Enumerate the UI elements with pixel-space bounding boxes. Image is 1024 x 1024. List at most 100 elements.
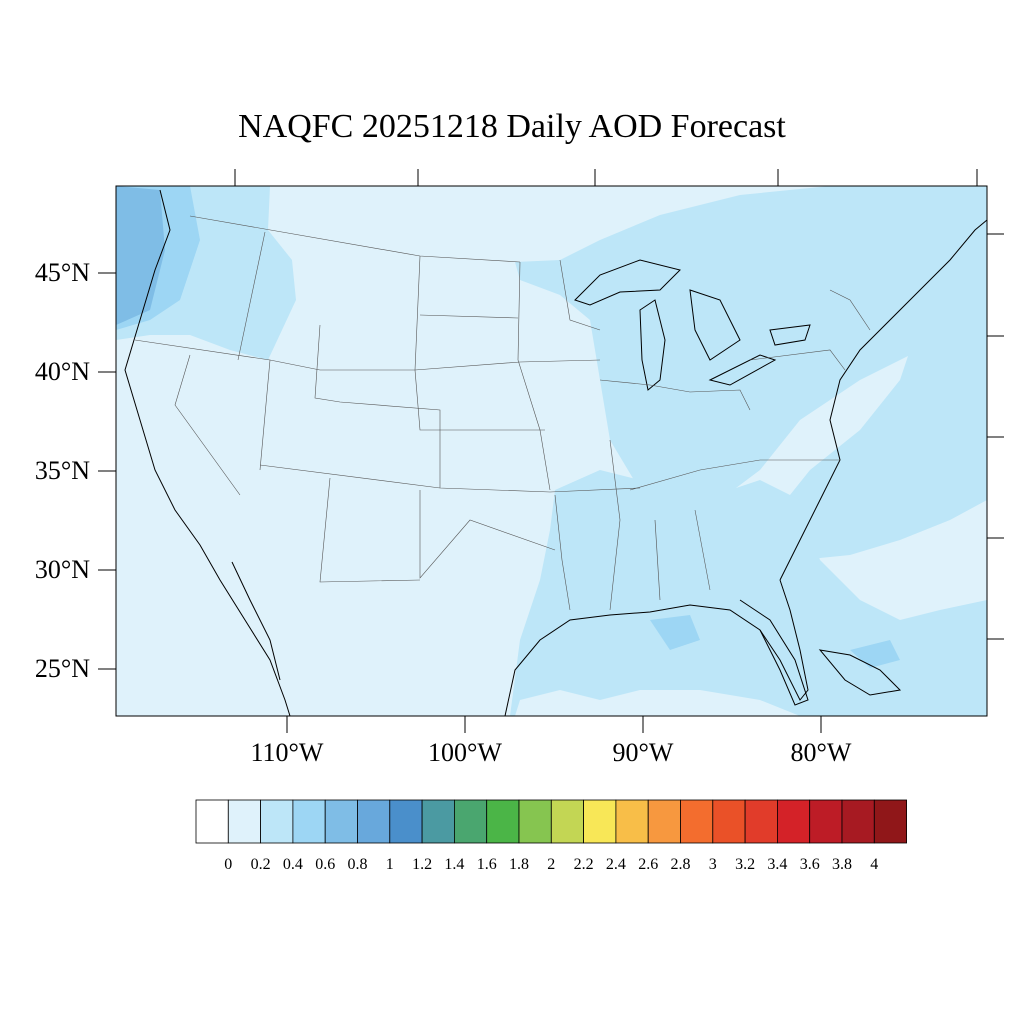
colorbar-label: 0.4 bbox=[282, 856, 303, 873]
aod-region-coast-darkest bbox=[116, 186, 165, 325]
colorbar-swatch bbox=[260, 799, 294, 844]
left-ticks bbox=[98, 272, 116, 670]
colorbar-label: 2.4 bbox=[605, 856, 626, 873]
gulf-coast bbox=[504, 579, 809, 717]
colorbar-swatch bbox=[292, 799, 326, 844]
colorbar-label: 1.8 bbox=[509, 856, 529, 873]
border-row-40 bbox=[599, 379, 751, 411]
title-area: NAQFC 20251218 Daily AOD Forecast bbox=[0, 0, 1024, 180]
colorbar-swatch bbox=[421, 799, 455, 844]
lake-superior bbox=[574, 259, 681, 306]
colorbar-swatch bbox=[357, 799, 391, 844]
baja-coast bbox=[231, 561, 281, 681]
colorbar-swatch bbox=[389, 799, 423, 844]
colorbar-swatch bbox=[550, 799, 584, 844]
colorbar-label: 3.2 bbox=[735, 856, 756, 873]
colorbar-swatch bbox=[841, 799, 875, 844]
map-frame bbox=[115, 185, 988, 717]
colorbar-label: 1 bbox=[385, 856, 394, 873]
colorbar-label: 0.2 bbox=[250, 856, 271, 873]
colorbar-label: 2.8 bbox=[670, 856, 691, 873]
lat-label-35: 35°N bbox=[34, 456, 90, 485]
lat-label-45: 45°N bbox=[34, 258, 90, 287]
aod-region-atlantic bbox=[770, 280, 987, 560]
border-id-wa bbox=[237, 231, 266, 361]
colorbar-swatch bbox=[647, 799, 681, 844]
coastlines bbox=[124, 189, 988, 717]
lat-label-40: 40°N bbox=[34, 357, 90, 386]
right-ticks bbox=[987, 233, 1004, 640]
border-new-england bbox=[829, 289, 871, 331]
colorbar-swatch bbox=[777, 799, 811, 844]
colorbar-swatch bbox=[518, 799, 552, 844]
border-pa-ny bbox=[749, 349, 846, 371]
colorbar-swatch bbox=[195, 799, 229, 844]
lat-label-25: 25°N bbox=[34, 654, 90, 683]
border-al-ga bbox=[654, 519, 661, 601]
colorbar-label: 2.2 bbox=[573, 856, 594, 873]
border-wy-co bbox=[314, 324, 441, 488]
colorbar-label: 0 bbox=[224, 856, 233, 873]
colorbar-swatch bbox=[453, 799, 488, 844]
border-ca-nv bbox=[174, 354, 241, 496]
border-tx-ok bbox=[419, 490, 556, 579]
colorbar-swatch bbox=[744, 799, 778, 844]
colorbar bbox=[195, 799, 907, 844]
bottom-ticks bbox=[286, 716, 822, 733]
colorbar-swatch bbox=[227, 799, 262, 844]
border-canada-west bbox=[189, 215, 521, 263]
border-sd bbox=[419, 314, 519, 319]
colorbar-swatch bbox=[809, 799, 843, 844]
florida bbox=[739, 599, 809, 706]
colorbar-swatch bbox=[486, 799, 520, 844]
west-coast bbox=[124, 189, 291, 717]
lon-label-100: 100°W bbox=[428, 738, 502, 767]
cuba bbox=[818, 649, 902, 696]
border-row-37 bbox=[259, 464, 641, 493]
colorbar-label: 0.6 bbox=[315, 856, 336, 873]
colorbar-label: 4 bbox=[870, 856, 879, 873]
border-row-41 bbox=[134, 339, 601, 371]
colorbar-label: 2.6 bbox=[638, 856, 659, 873]
colorbar-label: 3.6 bbox=[799, 856, 820, 873]
colorbar-swatch bbox=[324, 799, 358, 844]
aod-shading bbox=[116, 186, 987, 716]
border-az-nm bbox=[319, 477, 421, 583]
aod-region-great-lakes bbox=[515, 186, 987, 505]
east-coast bbox=[779, 219, 988, 581]
map-title: NAQFC 20251218 Daily AOD Forecast bbox=[238, 108, 786, 145]
colorbar-swatch bbox=[583, 799, 617, 844]
lake-michigan bbox=[639, 299, 666, 391]
colorbar-label: 3.4 bbox=[767, 856, 788, 873]
border-ga-sc bbox=[694, 509, 711, 591]
colorbar-label: 0.8 bbox=[347, 856, 368, 873]
lake-erie bbox=[708, 354, 777, 386]
colorbar-swatch bbox=[712, 799, 746, 844]
border-nv-ut bbox=[259, 359, 271, 471]
colorbar-swatch bbox=[680, 799, 714, 844]
state-borders bbox=[134, 215, 871, 611]
top-ticks bbox=[234, 169, 978, 186]
border-tn-va bbox=[629, 459, 840, 491]
colorbar-label: 3.8 bbox=[832, 856, 852, 873]
colorbar-label: 1.4 bbox=[444, 856, 465, 873]
lake-ontario bbox=[769, 324, 811, 346]
lat-label-30: 30°N bbox=[34, 555, 90, 584]
lake-huron bbox=[689, 289, 741, 361]
colorbar-label: 1.2 bbox=[412, 856, 433, 873]
colorbar-swatch bbox=[615, 799, 649, 844]
colorbar-swatch bbox=[873, 799, 907, 844]
border-nd-ne bbox=[414, 255, 545, 431]
lon-label-90: 90°W bbox=[612, 738, 674, 767]
border-wi bbox=[559, 259, 601, 331]
colorbar-label: 2 bbox=[547, 856, 556, 873]
aod-region-gulf-dark bbox=[650, 615, 700, 650]
border-ar-la bbox=[554, 494, 571, 611]
colorbar-label: 3 bbox=[708, 856, 717, 873]
lon-label-80: 80°W bbox=[790, 738, 852, 767]
lon-label-110: 110°W bbox=[250, 738, 324, 767]
border-mn-mo bbox=[517, 261, 551, 491]
border-ms bbox=[609, 439, 621, 611]
colorbar-label: 1.6 bbox=[476, 856, 497, 873]
